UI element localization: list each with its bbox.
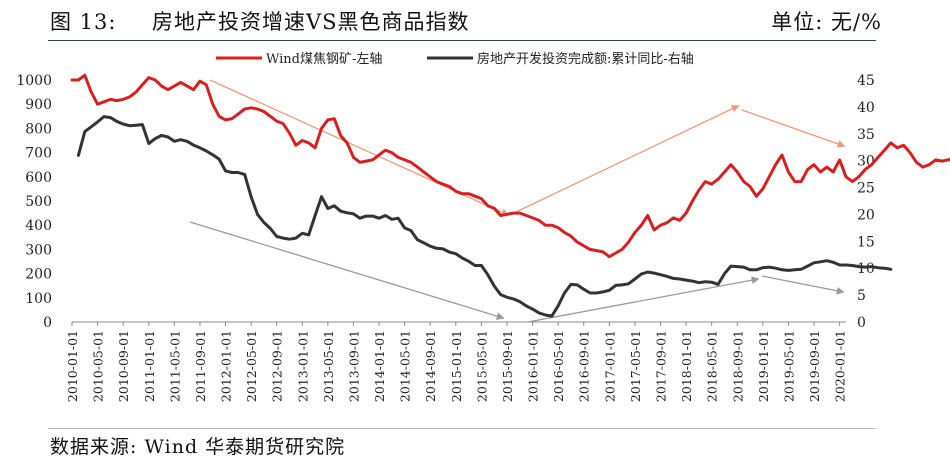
figure-label: 图 13: [50, 10, 117, 34]
x-tick-label: 2012-01-01 [219, 330, 234, 402]
y-left-tick-label: 500 [25, 194, 52, 210]
line-chart: Wind煤焦钢矿-左轴 房地产开发投资完成额:累计同比-右轴 010020030… [16, 51, 950, 402]
x-tick-label: 2018-05-01 [705, 330, 720, 402]
x-tick-label: 2017-05-01 [628, 330, 643, 402]
y-left-tick-label: 200 [25, 267, 52, 283]
trend-arrow-down-1 [189, 221, 505, 320]
chart-series [70, 73, 950, 318]
y-right-tick-label: 35 [857, 127, 875, 143]
y-right-tick-label: 40 [857, 100, 875, 116]
unit-label: 单位: 无/% [771, 10, 882, 34]
y-left-tick-label: 300 [25, 242, 52, 258]
y-left-tick-label: 600 [25, 170, 52, 186]
x-tick-label: 2018-09-01 [730, 330, 745, 402]
y-right-tick-label: 25 [857, 181, 875, 197]
x-tick-label: 2013-09-01 [346, 330, 361, 402]
y-left-tick-label: 400 [25, 218, 52, 234]
y-right-tick-label: 10 [857, 261, 875, 277]
y-left-tick-label: 1000 [16, 73, 52, 89]
x-tick-label: 2011-01-01 [142, 330, 157, 402]
figure-title: 房地产投资增速VS黑色商品指数 [152, 10, 470, 34]
x-tick-label: 2016-01-01 [526, 330, 541, 402]
source-note: 数据来源: Wind 华泰期货研究院 [50, 436, 346, 458]
y-left-tick-label: 800 [25, 121, 52, 137]
y-right-tick-label: 15 [857, 234, 875, 250]
legend-label-right: 房地产开发投资完成额:累计同比-右轴 [477, 51, 694, 67]
x-tick-label: 2015-09-01 [500, 330, 515, 402]
figure-header: 图 13: 房地产投资增速VS黑色商品指数 单位: 无/% [0, 0, 950, 42]
y-right-tick-label: 20 [857, 207, 875, 223]
x-tick-label: 2016-09-01 [577, 330, 592, 402]
x-tick-label: 2014-05-01 [398, 330, 413, 402]
footer-rule [48, 428, 876, 429]
x-tick-label: 2011-05-01 [167, 330, 182, 402]
x-tick-label: 2020-01-01 [833, 330, 848, 402]
x-tick-label: 2018-01-01 [679, 330, 694, 402]
x-tick-label: 2013-05-01 [321, 330, 336, 402]
chart-axes: 0 100 200 300 400 500 600 700 800 900 1000 0 5 10 15 20… [16, 73, 874, 402]
x-tick-label: 2014-01-01 [372, 330, 387, 402]
header-rule [48, 40, 876, 41]
y-right-tick-label: 45 [857, 73, 875, 89]
x-tick-label: 2010-05-01 [91, 330, 106, 402]
trend-arrow-down-3 [761, 275, 845, 295]
x-tick-label: 2019-05-01 [781, 330, 796, 402]
x-tick-label: 2019-01-01 [756, 330, 771, 402]
legend-label-left: Wind煤焦钢矿-左轴 [266, 52, 382, 67]
trend-arrow-up-2 [515, 105, 740, 213]
series-line-real-estate-investment [76, 115, 893, 318]
trend-arrow-down-2 [527, 276, 760, 323]
trend-arrow-up-3 [741, 109, 846, 148]
x-tick-label: 2010-09-01 [116, 330, 131, 402]
x-tick-label: 2017-01-01 [602, 330, 617, 402]
x-tick-label: 2011-09-01 [193, 330, 208, 402]
y-left-tick-label: 100 [25, 291, 52, 307]
x-tick-label: 2010-01-01 [65, 330, 80, 402]
series-line-coal-coke-steel-ore [70, 73, 950, 259]
y-left-tick-label: 700 [25, 146, 52, 162]
chart-legend: Wind煤焦钢矿-左轴 房地产开发投资完成额:累计同比-右轴 [216, 51, 694, 67]
y-left-tick-label: 0 [43, 315, 52, 331]
x-tick-label: 2016-05-01 [551, 330, 566, 402]
x-tick-label: 2012-05-01 [244, 330, 259, 402]
y-right-tick-label: 0 [857, 315, 866, 331]
x-tick-label: 2012-09-01 [270, 330, 285, 402]
x-tick-label: 2015-01-01 [449, 330, 464, 402]
x-tick-label: 2013-01-01 [295, 330, 310, 402]
x-tick-label: 2014-09-01 [423, 330, 438, 402]
y-right-tick-label: 5 [857, 288, 866, 304]
x-tick-label: 2017-09-01 [653, 330, 668, 402]
x-tick-label: 2019-09-01 [807, 330, 822, 402]
y-left-tick-label: 900 [25, 97, 52, 113]
trend-arrows [189, 79, 846, 323]
x-tick-label: 2015-05-01 [474, 330, 489, 402]
